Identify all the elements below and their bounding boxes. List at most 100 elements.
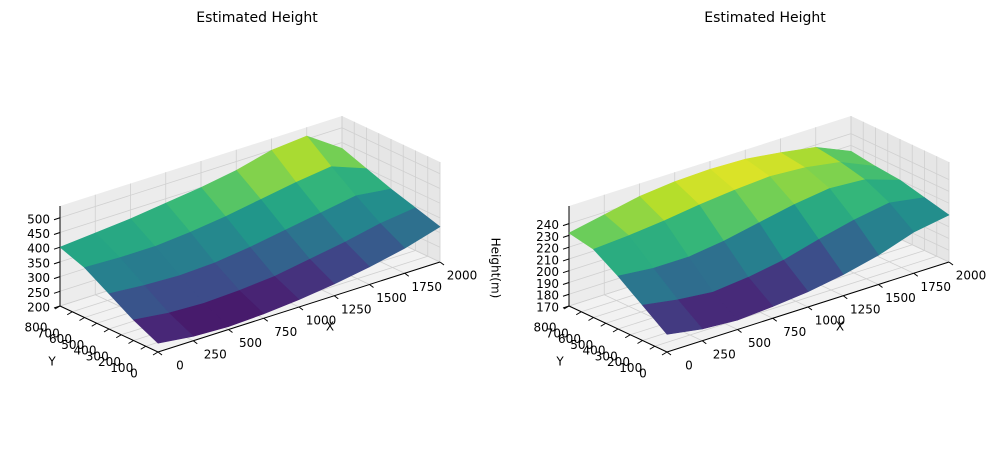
z-tick-label: 190	[536, 277, 559, 291]
chart-title: Estimated Height	[196, 10, 318, 26]
grid-line	[341, 142, 441, 189]
tick-mark	[562, 246, 570, 250]
y-axis-label: Y	[555, 355, 564, 369]
x-tick-label: 250	[713, 347, 736, 361]
z-tick-label: 250	[27, 286, 50, 300]
tick-mark	[53, 261, 61, 265]
tick-mark	[298, 306, 304, 311]
z-tick-label: 210	[536, 253, 559, 267]
tick-mark	[562, 270, 570, 274]
tick-mark	[878, 284, 883, 288]
z-tick-label: 500	[27, 212, 50, 226]
z-tick-label: 350	[27, 256, 50, 270]
surface-patch	[133, 312, 194, 344]
tick-mark	[157, 351, 163, 356]
y-axis-line	[59, 305, 159, 353]
z-tick-label: 170	[536, 301, 559, 315]
tick-mark	[228, 329, 233, 333]
tick-mark	[103, 328, 110, 333]
tick-mark	[913, 272, 919, 277]
tick-mark	[404, 272, 410, 277]
z-tick-label: 400	[27, 242, 50, 256]
tick-mark	[948, 261, 954, 266]
chart-title: Estimated Height	[704, 10, 826, 26]
x-tick-label: 1250	[341, 302, 372, 316]
z-tick-label: 180	[536, 289, 559, 303]
tick-mark	[842, 295, 848, 300]
tick-mark	[115, 334, 122, 339]
x-tick-label: 250	[204, 347, 227, 361]
x-axis-line	[666, 261, 950, 353]
tick-mark	[562, 258, 570, 262]
tick-mark	[666, 351, 672, 356]
y-tick-label: 200	[98, 355, 121, 369]
tick-mark	[807, 306, 813, 311]
tick-mark	[562, 305, 570, 309]
tick-mark	[79, 317, 85, 321]
y-tick-label: 500	[570, 338, 593, 352]
tick-mark	[562, 293, 570, 297]
tick-mark	[369, 284, 374, 288]
z-tick-label: 240	[536, 218, 559, 232]
grid-line	[850, 133, 950, 181]
tick-mark	[612, 328, 619, 333]
y-tick-label: 800	[25, 321, 48, 335]
tick-mark	[661, 351, 668, 356]
grid-line	[654, 255, 937, 347]
tick-mark	[624, 334, 631, 339]
tick-mark	[649, 345, 656, 350]
y-tick-label: 0	[130, 367, 138, 381]
tick-mark	[91, 322, 98, 327]
z-tick-label: 220	[536, 242, 559, 256]
y-tick-label: 700	[37, 326, 60, 340]
tick-mark	[53, 231, 61, 235]
tick-mark	[192, 340, 198, 345]
y-axis-line	[568, 305, 668, 353]
x-tick-label: 750	[274, 325, 297, 339]
tick-mark	[772, 317, 778, 322]
z-tick-label: 200	[536, 265, 559, 279]
x-tick-label: 0	[176, 359, 184, 373]
z-tick-label: 200	[27, 301, 50, 315]
x-tick-label: 1750	[411, 280, 442, 294]
tick-mark	[575, 311, 582, 316]
y-axis-label: Y	[47, 355, 56, 369]
tick-mark	[53, 276, 61, 280]
x-axis-label: X	[326, 320, 334, 334]
y-tick-label: 300	[86, 349, 109, 363]
y-tick-label: 600	[49, 332, 72, 346]
tick-mark	[562, 234, 570, 238]
x-tick-label: 1750	[920, 280, 951, 294]
tick-mark	[637, 340, 643, 344]
tick-mark	[53, 290, 61, 294]
x-tick-label: 1000	[815, 314, 846, 328]
x-tick-label: 500	[748, 336, 771, 350]
y-tick-label: 300	[595, 349, 618, 363]
x-tick-label: 1000	[306, 314, 337, 328]
tick-mark	[263, 317, 269, 322]
y-tick-label: 100	[110, 361, 133, 375]
tick-mark	[333, 295, 339, 300]
x-tick-label: 1500	[885, 291, 916, 305]
y-tick-label: 700	[546, 326, 569, 340]
tick-mark	[53, 217, 61, 221]
tick-mark	[152, 351, 159, 356]
grid-line	[341, 127, 441, 175]
tick-mark	[439, 261, 445, 266]
x-axis-line	[157, 261, 441, 353]
x-tick-label: 1500	[376, 291, 407, 305]
z-tick-label: 450	[27, 227, 50, 241]
tick-mark	[140, 345, 147, 350]
z-axis-label: Height(m)	[489, 238, 503, 299]
y-tick-label: 800	[534, 321, 557, 335]
tick-mark	[600, 322, 607, 327]
tick-mark	[737, 329, 742, 333]
x-tick-label: 2000	[956, 269, 986, 283]
y-tick-label: 400	[74, 344, 97, 358]
y-tick-label: 0	[639, 367, 647, 381]
tick-mark	[562, 281, 570, 285]
z-tick-label: 300	[27, 271, 50, 285]
x-tick-label: 2000	[447, 269, 478, 283]
tick-mark	[66, 311, 73, 316]
